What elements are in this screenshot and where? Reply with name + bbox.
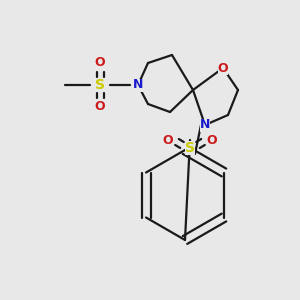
Text: S: S: [95, 78, 105, 92]
Text: O: O: [207, 134, 217, 146]
Text: S: S: [95, 78, 105, 92]
Text: N: N: [133, 79, 143, 92]
Text: O: O: [218, 61, 228, 74]
Text: N: N: [200, 118, 210, 131]
Text: O: O: [163, 134, 173, 146]
Text: S: S: [185, 141, 195, 155]
Text: O: O: [163, 134, 173, 146]
Text: N: N: [200, 118, 210, 131]
Text: O: O: [95, 56, 105, 70]
Text: O: O: [218, 61, 228, 74]
Text: O: O: [95, 100, 105, 113]
Text: O: O: [207, 134, 217, 146]
Text: O: O: [95, 56, 105, 70]
Text: O: O: [95, 100, 105, 113]
Text: S: S: [185, 141, 195, 155]
Text: N: N: [133, 79, 143, 92]
